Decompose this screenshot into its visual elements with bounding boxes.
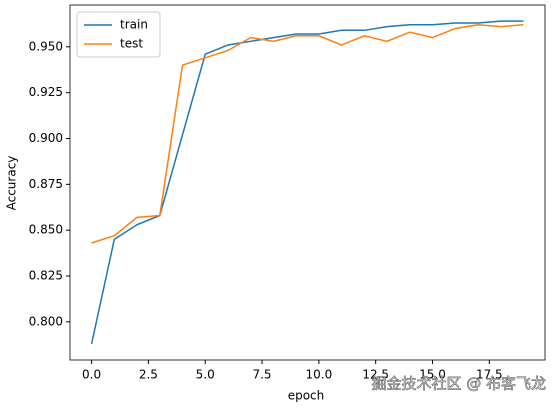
line xyxy=(91,24,524,244)
y-tick-label: 0.825 xyxy=(29,269,63,283)
line xyxy=(90,20,524,345)
legend-box xyxy=(76,11,161,58)
x-tick-label: 7.5 xyxy=(252,368,271,382)
y-tick-label: 0.925 xyxy=(29,85,63,99)
x-tick-label: 2.5 xyxy=(139,368,158,382)
y-tick-label: 0.950 xyxy=(29,39,63,53)
x-tick-label: 0.0 xyxy=(82,368,101,382)
plot-frame xyxy=(69,4,546,361)
x-tick-label: 15.0 xyxy=(419,368,446,382)
x-tick-label: 5.0 xyxy=(196,368,215,382)
x-tick-label: 17.5 xyxy=(476,368,503,382)
x-axis-label: epoch xyxy=(288,389,325,403)
x-tick-label: 12.5 xyxy=(362,368,389,382)
legend-label: train xyxy=(120,18,148,32)
y-tick-label: 0.900 xyxy=(29,131,63,145)
y-axis-label: Accuracy xyxy=(5,156,19,211)
watermark: 掘金技术社区 @ 布客飞龙 xyxy=(371,375,546,393)
y-tick-label: 0.875 xyxy=(29,177,63,191)
y-tick-label: 0.850 xyxy=(29,223,63,237)
legend-label: test xyxy=(120,37,143,51)
y-tick-label: 0.800 xyxy=(29,314,63,328)
x-tick-label: 10.0 xyxy=(306,368,333,382)
